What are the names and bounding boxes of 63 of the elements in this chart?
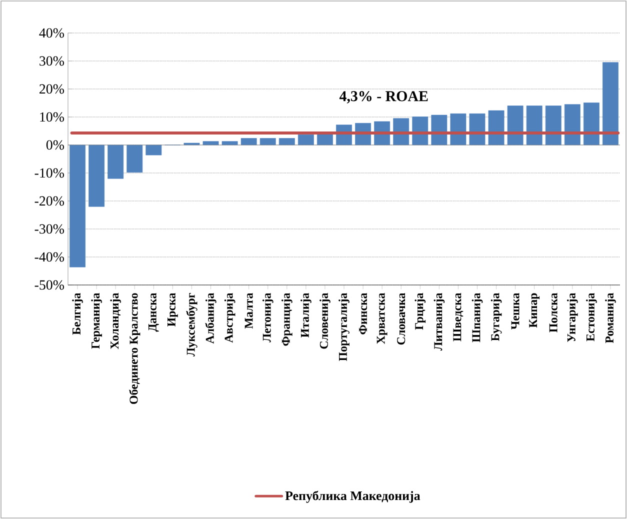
x-tick-label: Романија <box>605 292 616 344</box>
x-tick-label: Малта <box>244 292 253 329</box>
bar <box>222 141 238 146</box>
x-tick-label: Ирска <box>168 292 178 326</box>
x-tick-label: Кипар <box>529 293 540 328</box>
x-tick-label: Франција <box>281 292 292 346</box>
x-tick-label: Германија <box>91 292 102 349</box>
bar <box>469 113 486 146</box>
x-tick-label: Словенија <box>320 292 330 349</box>
y-tick-label: 0% <box>46 140 64 150</box>
bar <box>488 110 504 146</box>
x-tick-label: Бугарија <box>490 292 502 342</box>
y-tick-label: -50% <box>34 280 64 290</box>
bar <box>88 144 105 207</box>
bar <box>278 138 295 146</box>
x-tick-label: Хрватска <box>376 292 388 344</box>
x-tick-label: Летонија <box>262 292 274 342</box>
bar <box>602 62 618 146</box>
x-tick-label: Финска <box>359 292 368 334</box>
bar <box>70 144 86 268</box>
bar <box>260 138 276 146</box>
bar <box>108 144 124 179</box>
bar <box>412 116 428 146</box>
y-tick-label: -10% <box>34 168 64 178</box>
x-tick-label: Полска <box>549 292 558 332</box>
x-tick-label: Албанија <box>205 292 216 344</box>
x-tick-label: Шведска <box>453 292 464 342</box>
y-tick-label: 10% <box>40 112 64 122</box>
bar <box>545 106 562 146</box>
y-tick-label: -40% <box>34 252 64 262</box>
x-tick-label: Унгарија <box>567 292 578 342</box>
y-tick-label: 30% <box>40 56 64 66</box>
bar <box>126 144 143 173</box>
x-tick-label: Шпанија <box>472 292 483 342</box>
bar <box>526 106 542 146</box>
x-tick-label: Луксембург <box>186 293 198 356</box>
bar <box>431 114 448 146</box>
x-tick-label: Австрија <box>224 292 236 343</box>
x-tick-label: Литванија <box>434 292 445 351</box>
x-tick-label: Италија <box>300 292 312 338</box>
bar <box>298 134 314 146</box>
x-tick-label: Обединето Кралство <box>129 293 140 404</box>
x-tick-label: Белгија <box>72 292 83 335</box>
y-tick-label: -20% <box>34 196 64 206</box>
bar <box>240 138 257 146</box>
x-tick-label: Грција <box>414 292 426 330</box>
y-tick-label: -30% <box>34 224 64 234</box>
y-tick-label: 20% <box>40 84 64 94</box>
bar <box>564 104 580 146</box>
annotation: 4,3% - ROAE <box>339 91 428 104</box>
bar <box>584 102 600 146</box>
x-tick-label: Естонија <box>586 292 597 342</box>
x-tick-label: Данска <box>148 292 159 332</box>
x-tick-label: Словачка <box>397 292 406 345</box>
legend-label: Република Македонија <box>285 490 420 503</box>
bar <box>450 113 466 146</box>
y-tick-label: 40% <box>39 28 64 38</box>
bar <box>507 106 524 146</box>
x-tick-label: Холандија <box>110 292 122 350</box>
x-tick-label: Португалија <box>338 292 350 362</box>
bar <box>202 141 219 146</box>
x-tick-label: Чешка <box>511 292 520 330</box>
bar <box>146 144 162 156</box>
